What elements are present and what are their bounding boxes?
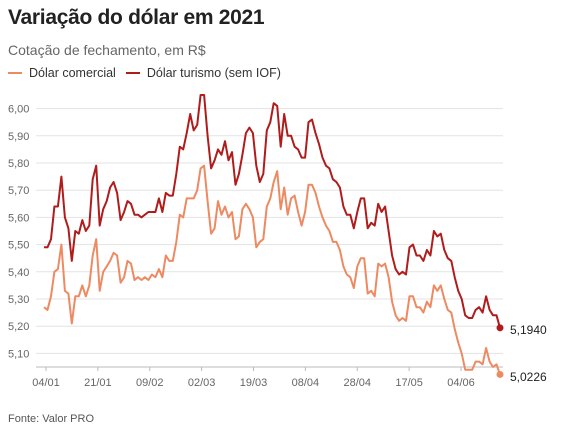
end-marker-turismo [496,324,504,332]
x-tick-label: 08/04 [292,377,320,389]
legend-item-comercial: Dólar comercial [8,66,116,80]
chart-subtitle: Cotação de fechamento, em R$ [8,42,206,58]
x-tick-label: 28/04 [343,377,371,389]
y-tick-label: 5,90 [8,131,29,143]
y-tick-label: 5,20 [8,321,29,333]
y-tick-label: 5,60 [8,212,29,224]
legend-swatch-comercial [8,72,22,74]
y-tick-label: 6,00 [8,104,29,116]
x-tick-label: 04/06 [447,377,475,389]
legend-label-comercial: Dólar comercial [29,66,116,80]
end-value-label-turismo: 5,1940 [510,323,547,337]
series-lines [43,94,501,375]
legend-swatch-turismo [125,72,140,74]
legend: Dólar comercial Dólar turismo (sem IOF) [8,66,281,80]
y-axis: 6,00 5,90 5,80 5,70 5,60 5,50 5,40 5,30 5,20 5,10 [8,104,29,361]
end-marker-comercial [496,370,504,378]
y-tick-label: 5,10 [8,348,29,360]
x-tick-label: 21/01 [84,377,112,389]
legend-label-turismo: Dólar turismo (sem IOF) [146,66,281,80]
series-end-markers: 5,0226 5,1940 [496,323,547,384]
y-tick-label: 5,80 [8,158,29,170]
x-axis: 04/01 21/01 09/02 02/03 19/03 08/04 28/04 17/05… [32,367,475,389]
legend-item-turismo: Dólar turismo (sem IOF) [125,66,281,80]
series-line-turismo [44,94,501,329]
end-value-label-comercial: 5,0226 [510,370,547,384]
source-note: Fonte: Valor PRO [8,413,94,425]
x-tick-label: 19/03 [240,377,268,389]
gridlines [36,108,503,368]
y-tick-label: 5,50 [8,240,29,252]
x-tick-label: 02/03 [188,377,216,389]
y-tick-label: 5,70 [8,185,29,197]
y-tick-label: 5,40 [8,267,29,279]
y-tick-label: 5,30 [8,294,29,306]
chart-title: Variação do dólar em 2021 [8,6,265,29]
x-tick-label: 09/02 [136,377,164,389]
series-line-comercial [43,164,501,375]
x-tick-label: 17/05 [395,377,423,389]
x-tick-label: 04/01 [32,377,60,389]
